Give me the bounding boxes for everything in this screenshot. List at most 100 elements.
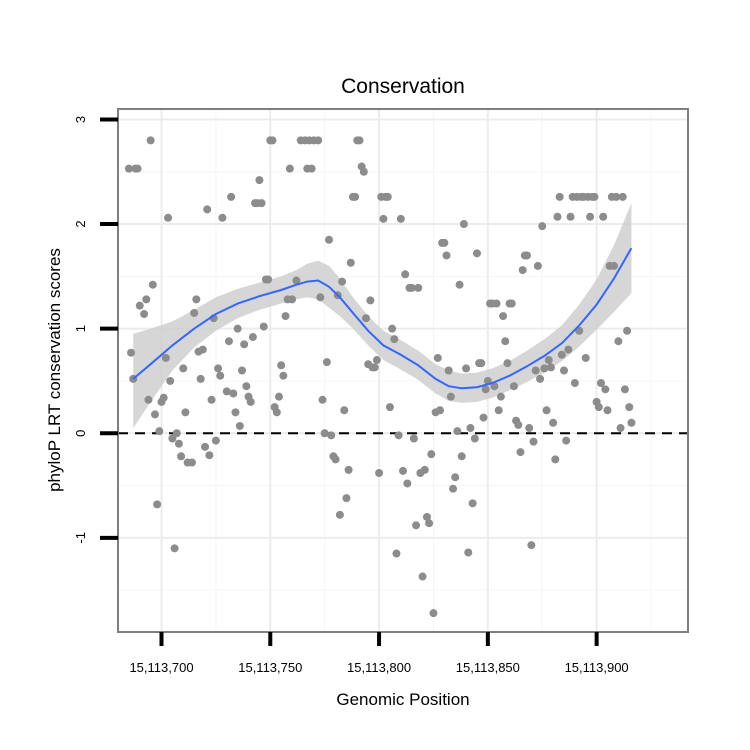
- data-point: [257, 199, 266, 208]
- data-point: [570, 379, 579, 388]
- data-point: [327, 431, 336, 440]
- data-point: [211, 436, 220, 445]
- data-point: [399, 466, 407, 475]
- data-point: [555, 192, 564, 201]
- data-point: [231, 408, 240, 417]
- data-point: [529, 437, 538, 446]
- data-point: [590, 192, 599, 201]
- data-point: [594, 403, 603, 412]
- data-point: [242, 382, 251, 391]
- data-point: [533, 261, 542, 270]
- plot-panel-border: [117, 108, 689, 633]
- data-point: [383, 192, 392, 201]
- data-point: [581, 353, 590, 362]
- data-point: [451, 473, 460, 482]
- data-point: [440, 238, 449, 247]
- data-point: [292, 276, 301, 285]
- data-point: [322, 358, 331, 367]
- data-points: [124, 136, 636, 618]
- data-point: [375, 469, 384, 478]
- data-point: [390, 335, 399, 344]
- data-point: [420, 465, 429, 474]
- data-point: [507, 299, 516, 308]
- data-point: [362, 314, 371, 323]
- data-point: [196, 374, 205, 383]
- data-point: [472, 249, 481, 258]
- data-point: [527, 541, 536, 550]
- x-tick-label: 15,113,850: [456, 660, 520, 675]
- x-axis-label: Genomic Position: [336, 690, 469, 709]
- data-point: [446, 392, 455, 401]
- data-point: [235, 421, 244, 430]
- data-point: [614, 337, 623, 346]
- data-point: [246, 397, 255, 406]
- data-point: [601, 385, 610, 394]
- data-point: [268, 136, 277, 145]
- data-point: [407, 283, 416, 292]
- data-point: [559, 366, 568, 375]
- data-point: [442, 251, 451, 260]
- data-point: [536, 374, 545, 383]
- data-point: [274, 392, 283, 401]
- y-axis: -1 0 1 2 3: [73, 116, 118, 544]
- y-tick-label: 1: [73, 325, 88, 332]
- data-point: [179, 364, 188, 373]
- data-point: [207, 395, 216, 404]
- data-point: [170, 544, 179, 553]
- data-point: [272, 408, 281, 417]
- data-point: [146, 136, 155, 145]
- data-point: [144, 395, 153, 404]
- data-point: [412, 521, 421, 530]
- data-point: [174, 439, 183, 448]
- x-tick-label: 15,113,750: [238, 660, 302, 675]
- data-point: [516, 448, 525, 457]
- data-point: [388, 324, 397, 333]
- data-point: [523, 251, 532, 260]
- data-point: [255, 176, 264, 185]
- data-point: [161, 353, 170, 362]
- confidence-band: [133, 203, 632, 429]
- data-point: [248, 333, 257, 342]
- data-point: [372, 356, 381, 365]
- data-point: [525, 424, 534, 433]
- data-point: [551, 455, 560, 464]
- data-point: [190, 308, 199, 317]
- data-point: [586, 212, 595, 221]
- data-point: [150, 410, 159, 419]
- confidence-band-area: [133, 203, 632, 429]
- data-point: [455, 280, 464, 289]
- data-point: [224, 337, 233, 346]
- data-point: [599, 212, 608, 221]
- data-point: [318, 395, 327, 404]
- data-point: [264, 275, 273, 284]
- data-point: [172, 429, 181, 438]
- data-point: [509, 382, 518, 391]
- data-point: [314, 136, 323, 145]
- data-point: [342, 494, 351, 503]
- data-point: [344, 465, 353, 474]
- data-point: [425, 519, 434, 528]
- data-point: [429, 609, 438, 618]
- y-tick-label: 3: [73, 116, 88, 123]
- data-point: [218, 213, 227, 222]
- data-point: [435, 406, 444, 415]
- data-point: [627, 418, 636, 427]
- data-point: [462, 364, 471, 373]
- data-point: [187, 458, 196, 467]
- data-point: [285, 164, 294, 173]
- data-point: [240, 340, 249, 349]
- data-point: [459, 220, 468, 229]
- data-point: [466, 424, 475, 433]
- data-point: [133, 164, 142, 173]
- data-point: [496, 392, 505, 401]
- data-point: [331, 455, 340, 464]
- data-point: [499, 312, 508, 321]
- data-point: [335, 510, 344, 519]
- data-point: [238, 366, 247, 375]
- data-point: [222, 387, 231, 396]
- data-point: [479, 413, 488, 422]
- data-point: [177, 452, 186, 461]
- data-point: [164, 213, 173, 222]
- data-point: [518, 266, 527, 275]
